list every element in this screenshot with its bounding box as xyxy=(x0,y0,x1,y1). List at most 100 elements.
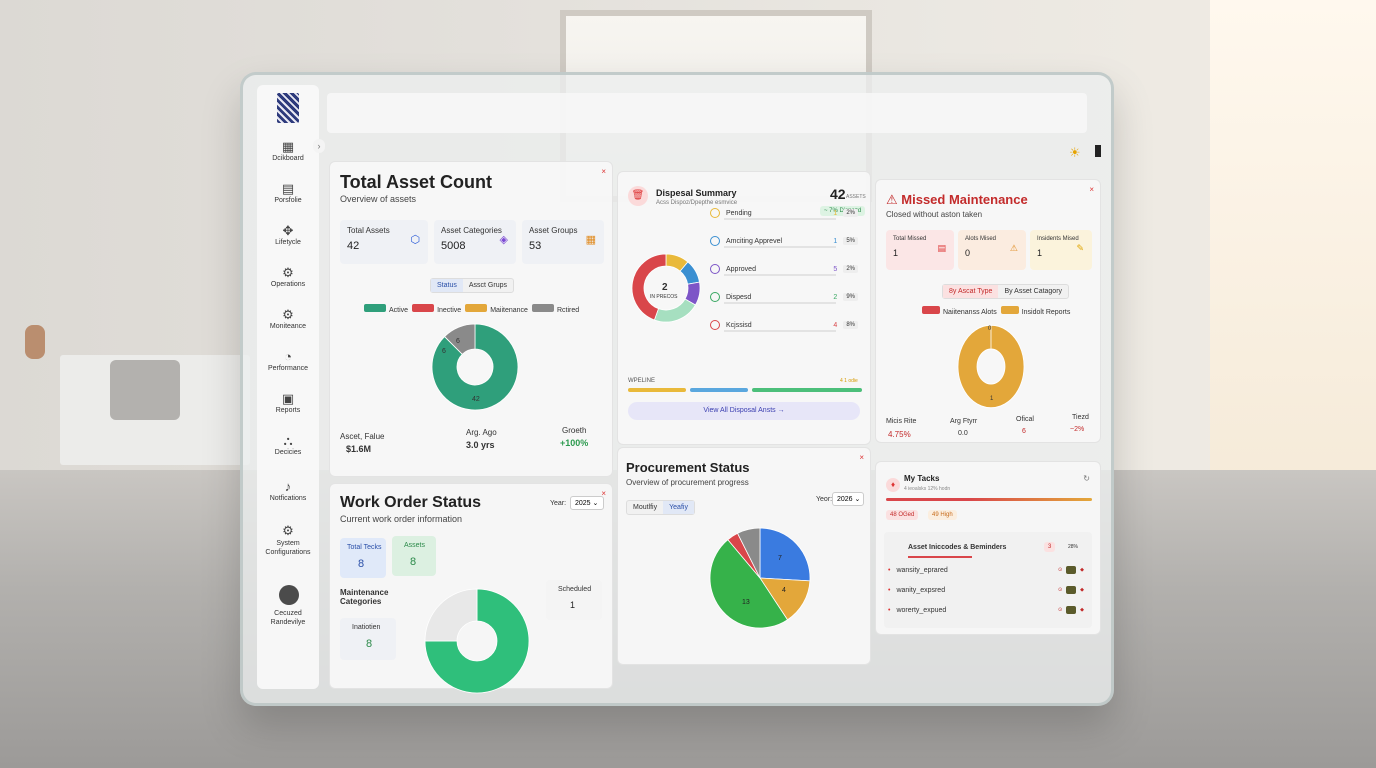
card-subtitle: Current work order information xyxy=(340,514,463,524)
task-icon: ♦ xyxy=(886,478,900,492)
sidebar-item-notifications[interactable]: ♪ Notfications xyxy=(257,479,319,502)
close-icon[interactable]: × xyxy=(859,453,864,462)
chevron-down-icon: ⌄ xyxy=(592,500,599,507)
disposal-row-pct: 5% xyxy=(843,237,858,245)
slice-green[interactable] xyxy=(709,539,789,629)
layers-icon: ◈ xyxy=(499,234,508,246)
gear-icon: ⚙ xyxy=(282,265,294,280)
task-item[interactable]: • worerty_expued ⊙ ◆ xyxy=(888,606,1084,614)
view-tabs: Status Assct Grups xyxy=(430,278,514,293)
disposal-row[interactable]: Kcjssisd 4 8% xyxy=(710,320,858,330)
disposal-row[interactable]: Approved 5 2% xyxy=(710,264,858,274)
sidebar-item-system-configurations[interactable]: ⚙ System Configurations xyxy=(257,523,319,557)
sidebar-collapse-button[interactable]: › xyxy=(313,139,325,153)
chip-overdue[interactable]: 48 OGed xyxy=(886,510,919,520)
disposal-row-pct: 2% xyxy=(843,265,858,273)
pie-value-label: 4 xyxy=(782,587,786,594)
tab-status[interactable]: Status xyxy=(431,279,463,292)
card-subtitle: Overview of procurement progress xyxy=(626,478,749,487)
decisions-icon: ⛬ xyxy=(283,433,293,448)
refresh-icon[interactable]: ↻ xyxy=(1083,474,1090,483)
sidebar-item-performance[interactable]: ◔ Performance xyxy=(257,349,319,372)
donut-top-label: 0 xyxy=(988,326,992,332)
avatar[interactable] xyxy=(279,585,299,605)
slice-blue[interactable] xyxy=(759,527,811,582)
total-asset-card: × Total Asset Count Overview of assets T… xyxy=(329,161,613,477)
slice-remaining[interactable] xyxy=(424,588,478,642)
task-item-flag: ◆ xyxy=(1080,587,1084,593)
footer-value-avg-age: 3.0 yrs xyxy=(466,440,495,450)
tab-asset-groups[interactable]: Assct Grups xyxy=(468,282,507,289)
disposal-badge: ~ 7% Dispozd xyxy=(820,206,866,216)
disposal-count-unit: ASSETS xyxy=(846,194,866,200)
disposal-row-label: Approved xyxy=(726,265,756,273)
legend-item: Rctired xyxy=(531,304,579,314)
disposal-row[interactable]: Dispesd 2 9% xyxy=(710,292,858,302)
slice-active[interactable] xyxy=(431,323,519,411)
year-label: Yeor: xyxy=(816,496,833,503)
lifecycle-icon: ✥ xyxy=(282,223,294,238)
tab-by-asset-category[interactable]: By Asset Catagory xyxy=(1004,288,1063,295)
apps-grid-icon[interactable] xyxy=(1089,145,1101,157)
pipeline-label: WPELINE xyxy=(628,378,656,384)
stat-total-tasks: Total Tecks 8 xyxy=(340,538,386,578)
tab-yearly[interactable]: Yeafiy xyxy=(663,501,694,514)
task-progress xyxy=(886,498,1092,501)
close-icon[interactable]: × xyxy=(601,167,606,176)
slice-incident-reports[interactable] xyxy=(957,324,1025,409)
task-item[interactable]: • wansity_eprared ⊙ ◆ xyxy=(888,566,1084,574)
disposal-row[interactable]: Pending 1 2% xyxy=(710,208,858,218)
background-window-right xyxy=(1210,0,1376,500)
sidebar-item-portfolio[interactable]: ▤ Porsfolie xyxy=(257,181,319,204)
bullet-icon: • xyxy=(888,586,891,594)
task-item-tag: ⊙ xyxy=(1057,567,1063,573)
sidebar-item-operations[interactable]: ⚙ Operations xyxy=(257,265,319,288)
slice-gray[interactable] xyxy=(737,527,761,579)
chip-high[interactable]: 49 High xyxy=(928,510,957,520)
pipeline-segment xyxy=(752,388,862,392)
bullet-icon: • xyxy=(888,606,891,614)
task-item-label: wansity_eprared xyxy=(896,566,948,574)
tab-by-asset-type[interactable]: 8y Ascat Type xyxy=(943,285,999,298)
wrench-icon: ✎ xyxy=(1076,243,1084,253)
status-dot-icon xyxy=(710,264,720,274)
sidebar-item-decisions[interactable]: ⛬ Decicies xyxy=(257,433,319,456)
section-count: 3 xyxy=(1044,542,1056,552)
card-title: Dispesal Summary xyxy=(656,188,737,198)
sidebar-item-lifecycle[interactable]: ✥ Lifetycle xyxy=(257,223,319,246)
year-select[interactable]: 2026 ⌄ xyxy=(832,492,864,506)
task-item[interactable]: • wanity_expsred ⊙ ◆ xyxy=(888,586,1084,594)
sidebar-item-maintenance[interactable]: ⚙ Moniteance xyxy=(257,307,319,330)
legend-swatch xyxy=(531,304,554,312)
disposal-row[interactable]: Amciting Apprevel 1 5% xyxy=(710,236,858,246)
card-title: Work Order Status xyxy=(340,494,482,511)
donut-center-value: 2 xyxy=(662,282,668,293)
year-select[interactable]: 2025 ⌄ xyxy=(570,496,604,510)
close-icon[interactable]: × xyxy=(601,489,606,498)
briefcase-icon: ▤ xyxy=(281,181,295,196)
slice-rejected[interactable] xyxy=(631,253,667,321)
theme-toggle-icon[interactable]: ☀ xyxy=(1069,145,1081,160)
disposal-donut xyxy=(631,253,701,323)
sidebar-item-reports[interactable]: ▣ Reports xyxy=(257,391,319,414)
legend-swatch xyxy=(1000,306,1019,314)
stat-total-missed: Total Missed 1 ▤ xyxy=(886,230,954,270)
section-pct: 28% xyxy=(1068,544,1079,550)
disposal-row-value: 4 xyxy=(833,321,838,329)
sidebar-item-dashboard[interactable]: ▦ Dcikboard xyxy=(257,139,319,162)
view-all-disposal-button[interactable]: View All Disposal Ansts → xyxy=(628,402,860,420)
close-icon[interactable]: × xyxy=(1089,185,1094,194)
donut-bottom-label: 1 xyxy=(990,396,994,402)
section-progress xyxy=(908,556,972,558)
stat-scheduled: Scheduled 1 xyxy=(546,580,602,620)
disposal-row-bar xyxy=(724,302,836,304)
slice-retired[interactable] xyxy=(444,323,476,355)
footer-value-miss-rate: 4.75% xyxy=(888,430,911,439)
slice-installation[interactable] xyxy=(424,588,530,694)
task-item-tag: ⊙ xyxy=(1057,587,1063,593)
year-label: Year: xyxy=(550,500,567,507)
stat-installation: Inatiotien 8 xyxy=(340,618,396,660)
top-bar xyxy=(327,93,1087,133)
tab-monthly[interactable]: Moutlfiy xyxy=(633,504,658,511)
slice-disposed[interactable] xyxy=(653,298,696,323)
